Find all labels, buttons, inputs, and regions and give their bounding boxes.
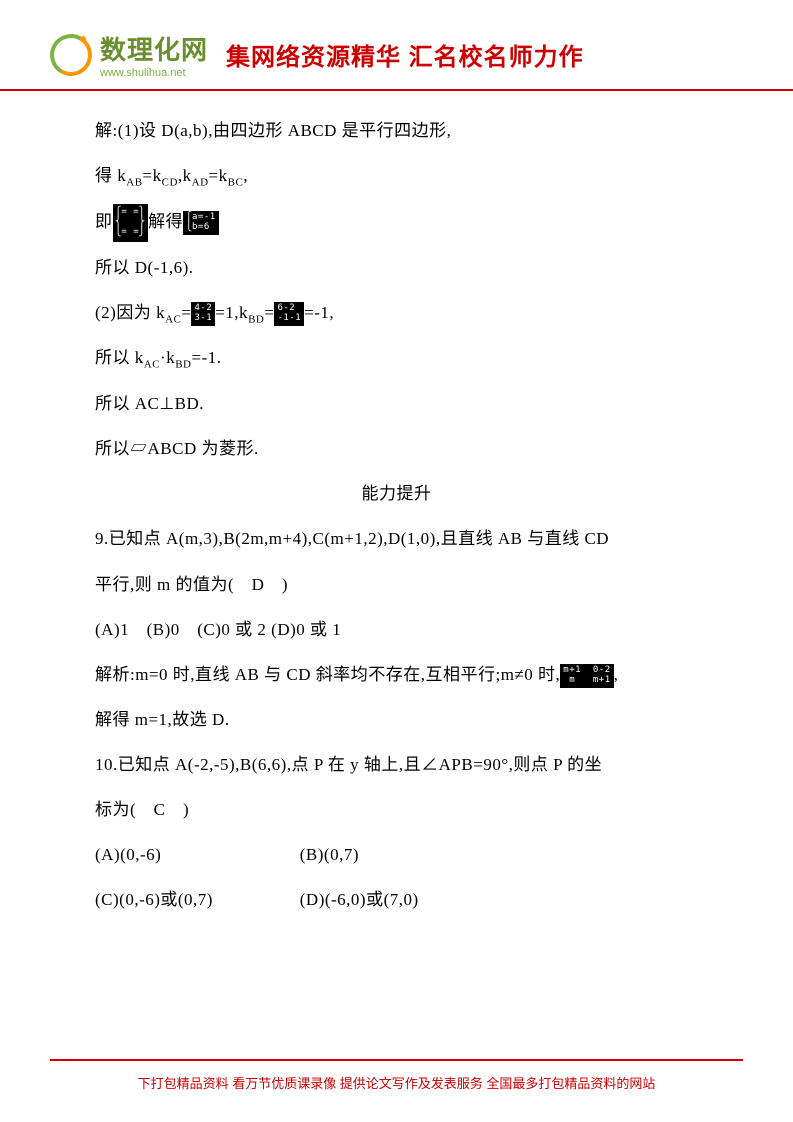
math-fraction-icon: m+1 0-2 m m+1 <box>560 664 613 688</box>
solution-line-5: (2)因为 kAC=4-2 3-1=1,kBD=6-2 -1-1=-1, <box>95 293 698 333</box>
section-heading: 能力提升 <box>95 474 698 513</box>
question-9-line-1: 9.已知点 A(m,3),B(2m,m+4),C(m+1,2),D(1,0),且… <box>95 519 698 558</box>
logo-icon <box>50 34 92 76</box>
solution-line-7: 所以 AC⊥BD. <box>95 384 698 423</box>
logo-text: 数理化网 www.shulihua.net <box>100 30 208 79</box>
footer-divider <box>50 1059 743 1061</box>
logo-area: 数理化网 www.shulihua.net <box>50 30 208 79</box>
logo-url: www.shulihua.net <box>100 67 208 79</box>
question-9-explain: 解析:m=0 时,直线 AB 与 CD 斜率均不存在,互相平行;m≠0 时,m+… <box>95 655 698 694</box>
solution-line-4: 所以 D(-1,6). <box>95 248 698 287</box>
document-body: 解:(1)设 D(a,b),由四边形 ABCD 是平行四边形, 得 kAB=kC… <box>0 111 793 919</box>
question-10-options-row-1: (A)(0,-6) (B)(0,7) <box>95 835 698 874</box>
solution-line-1: 解:(1)设 D(a,b),由四边形 ABCD 是平行四边形, <box>95 111 698 150</box>
math-fraction-icon: 4-2 3-1 <box>191 302 215 326</box>
question-10-options-row-2: (C)(0,-6)或(0,7) (D)(-6,0)或(7,0) <box>95 880 698 919</box>
math-fraction-icon: 6-2 -1-1 <box>274 302 304 326</box>
question-9-options: (A)1 (B)0 (C)0 或 2 (D)0 或 1 <box>95 610 698 649</box>
solution-line-6: 所以 kAC·kBD=-1. <box>95 338 698 378</box>
footer-text: 下打包精品资料 看万节优质课录像 提供论文写作及发表服务 全国最多打包精品资料的… <box>50 1073 743 1092</box>
page-footer: 下打包精品资料 看万节优质课录像 提供论文写作及发表服务 全国最多打包精品资料的… <box>0 1059 793 1092</box>
question-9-explain-2: 解得 m=1,故选 D. <box>95 700 698 739</box>
solution-line-2: 得 kAB=kCD,kAD=kBC, <box>95 156 698 196</box>
question-9-line-2: 平行,则 m 的值为( D ) <box>95 565 698 604</box>
solution-line-3: 即⎧= =⎫ ⎨ ⎬ ⎩= =⎭解得⎧a=-1 ⎩b=6 <box>95 202 698 242</box>
math-formula-icon: ⎧a=-1 ⎩b=6 <box>183 211 219 235</box>
question-10-line-1: 10.已知点 A(-2,-5),B(6,6),点 P 在 y 轴上,且∠APB=… <box>95 745 698 784</box>
page-header: 数理化网 www.shulihua.net 集网络资源精华 汇名校名师力作 <box>0 0 793 91</box>
solution-line-8: 所以▱ABCD 为菱形. <box>95 429 698 468</box>
question-10-line-2: 标为( C ) <box>95 790 698 829</box>
header-tagline: 集网络资源精华 汇名校名师力作 <box>226 37 584 72</box>
logo-title: 数理化网 <box>100 30 208 67</box>
math-formula-icon: ⎧= =⎫ ⎨ ⎬ ⎩= =⎭ <box>113 204 149 242</box>
